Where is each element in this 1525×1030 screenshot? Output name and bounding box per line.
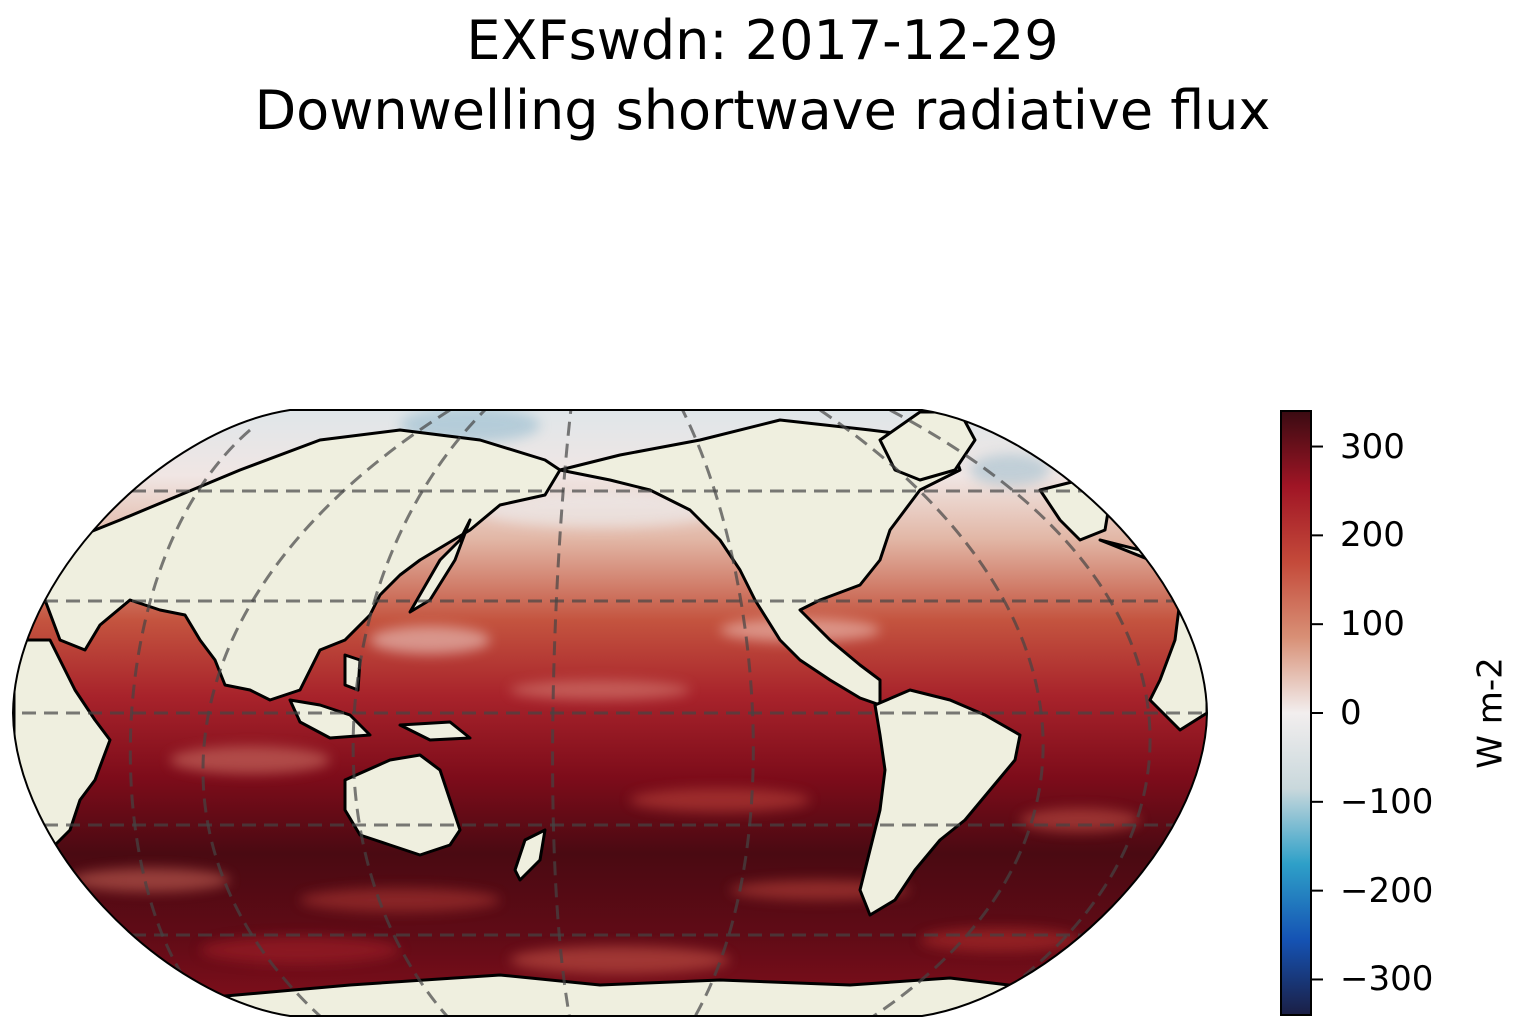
australia <box>343 753 462 857</box>
antarctica <box>178 973 1152 1016</box>
colorbar-ticks <box>1311 445 1323 981</box>
colorbar-label: W m-2 <box>1470 657 1511 769</box>
colorbar-tick-label: −300 <box>1340 959 1434 1000</box>
new-guinea <box>398 720 472 742</box>
map-area <box>13 410 1207 1016</box>
eurasia <box>18 428 562 702</box>
colorbar-tick-label: 0 <box>1340 693 1362 733</box>
colorbar-tick-label: 100 <box>1340 604 1405 645</box>
colorbar-tick-label: 300 <box>1340 426 1405 467</box>
colorbar-tick-label: 200 <box>1340 515 1405 556</box>
colorbar-tick-label: −100 <box>1340 781 1434 822</box>
chart-title: EXFswdn: 2017-12-29 <box>466 9 1059 72</box>
graticule <box>13 410 1207 1016</box>
colorbar-tick-label: −200 <box>1340 870 1434 911</box>
kamchatka-japan <box>408 518 472 614</box>
colorbar <box>1280 410 1312 1016</box>
new-zealand <box>513 828 547 882</box>
indonesia <box>288 698 372 740</box>
chart-subtitle: Downwelling shortwave radiative flux <box>254 79 1271 142</box>
